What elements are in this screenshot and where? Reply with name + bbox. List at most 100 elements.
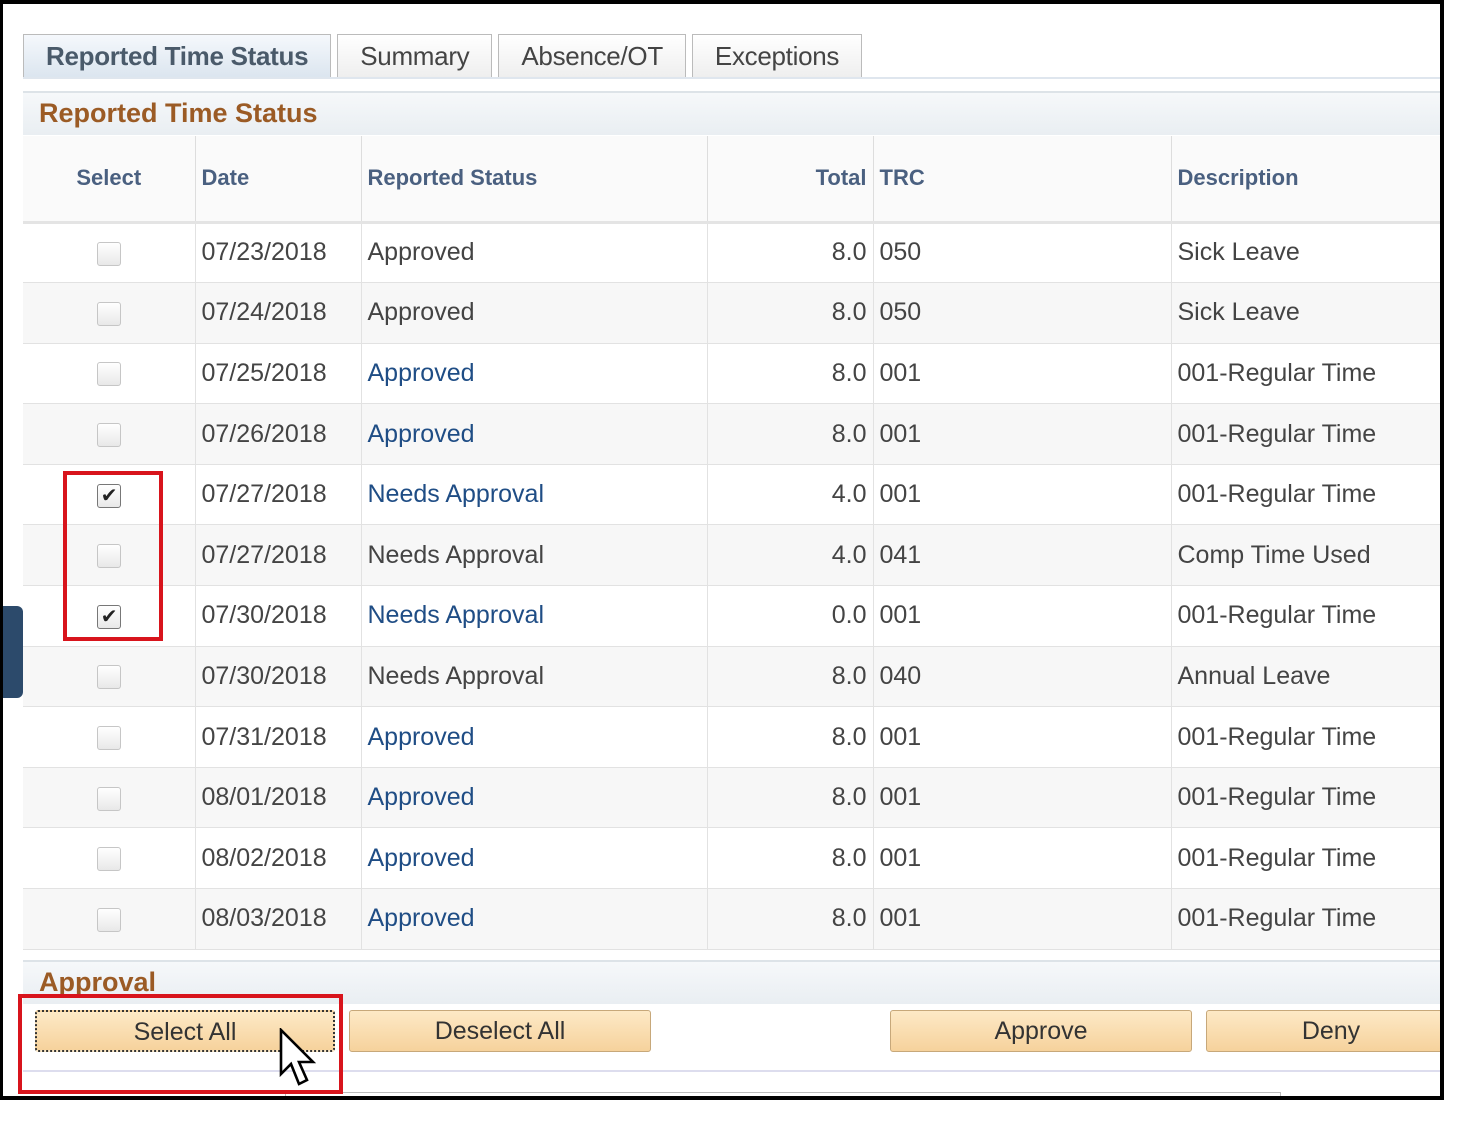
date-cell: 08/02/2018 [195,827,362,890]
description-cell: 001-Regular Time [1171,403,1440,465]
status-cell: Needs Approval [361,646,708,708]
select-cell [23,282,196,344]
select-checkbox[interactable] [96,241,121,266]
table-row: 07/26/2018 Approved 8.0 001 001-Regular … [23,403,1440,465]
column-header-trc: TRC [873,136,1172,224]
date-cell: 08/03/2018 [195,888,362,950]
description-cell: 001-Regular Time [1171,464,1440,526]
trc-cell: 001 [873,343,1172,405]
status-link[interactable]: Approved [361,767,708,829]
highlight-select-all [18,994,343,1094]
description-cell: Sick Leave [1171,222,1440,284]
select-cell [23,888,196,950]
table-row: 07/23/2018 Approved 8.0 050 Sick Leave [23,222,1440,284]
tab-exceptions[interactable]: Exceptions [691,34,863,78]
section-title: Reported Time Status [23,91,1440,135]
select-cell [23,767,196,829]
description-cell: Comp Time Used [1171,524,1440,587]
trc-cell: 001 [873,464,1172,526]
deny-button[interactable]: Deny [1206,1010,1440,1052]
status-cell: Approved [361,222,708,284]
status-link[interactable]: Approved [361,827,708,890]
select-cell [23,343,196,405]
select-checkbox[interactable] [96,907,121,932]
trc-cell: 041 [873,524,1172,587]
status-cell: Needs Approval [361,524,708,587]
total-cell: 8.0 [707,403,874,465]
total-cell: 8.0 [707,706,874,768]
status-link[interactable]: Approved [361,343,708,405]
description-cell: 001-Regular Time [1171,343,1440,405]
table-row: 08/02/2018 Approved 8.0 001 001-Regular … [23,827,1440,890]
column-header-date: Date [195,136,362,224]
select-cell [23,222,196,284]
status-link[interactable]: Approved [361,888,708,950]
status-link[interactable]: Approved [361,706,708,768]
total-cell: 8.0 [707,343,874,405]
date-cell: 07/27/2018 [195,464,362,526]
select-checkbox[interactable] [96,362,121,387]
description-cell: 001-Regular Time [1171,706,1440,768]
tab-reported-time-status[interactable]: Reported Time Status [23,34,332,78]
lower-panel [285,1092,1281,1096]
select-checkbox[interactable] [96,483,121,508]
tab-absence-ot[interactable]: Absence/OT [498,34,686,78]
select-checkbox[interactable] [96,544,121,569]
column-header-status: Reported Status [361,136,708,224]
select-checkbox[interactable] [96,847,121,872]
deselect-all-button[interactable]: Deselect All [349,1010,651,1052]
select-checkbox[interactable] [96,665,121,690]
table-row: 07/24/2018 Approved 8.0 050 Sick Leave [23,282,1440,344]
date-cell: 07/24/2018 [195,282,362,344]
date-cell: 07/30/2018 [195,646,362,708]
date-cell: 07/30/2018 [195,585,362,647]
select-cell [23,403,196,465]
column-header-total: Total [707,136,874,224]
select-checkbox[interactable] [96,725,121,750]
divider [23,1070,1440,1072]
table-row: 07/25/2018 Approved 8.0 001 001-Regular … [23,343,1440,405]
date-cell: 07/25/2018 [195,343,362,405]
date-cell: 07/23/2018 [195,222,362,284]
select-checkbox[interactable] [96,786,121,811]
trc-cell: 001 [873,403,1172,465]
select-checkbox[interactable] [96,422,121,447]
description-cell: 001-Regular Time [1171,888,1440,950]
trc-cell: 001 [873,888,1172,950]
approve-button[interactable]: Approve [890,1010,1192,1052]
total-cell: 8.0 [707,827,874,890]
select-cell [23,524,196,587]
select-cell [23,827,196,890]
total-cell: 0.0 [707,585,874,647]
column-header-select: Select [23,136,196,224]
select-checkbox[interactable] [96,301,121,326]
status-link[interactable]: Approved [361,403,708,465]
total-cell: 8.0 [707,282,874,344]
status-cell: Approved [361,282,708,344]
status-link[interactable]: Needs Approval [361,464,708,526]
total-cell: 8.0 [707,222,874,284]
date-cell: 08/01/2018 [195,767,362,829]
side-panel-handle[interactable] [3,606,23,698]
status-link[interactable]: Needs Approval [361,585,708,647]
tab-bar: Reported Time Status Summary Absence/OT … [23,34,868,78]
divider [23,77,1440,79]
total-cell: 4.0 [707,524,874,587]
date-cell: 07/27/2018 [195,524,362,587]
trc-cell: 001 [873,585,1172,647]
total-cell: 8.0 [707,767,874,829]
total-cell: 8.0 [707,646,874,708]
table-row: 08/03/2018 Approved 8.0 001 001-Regular … [23,888,1440,950]
select-cell [23,706,196,768]
total-cell: 8.0 [707,888,874,950]
app-window: Reported Time Status Summary Absence/OT … [0,0,1444,1100]
description-cell: Annual Leave [1171,646,1440,708]
total-cell: 4.0 [707,464,874,526]
select-checkbox[interactable] [96,604,121,629]
trc-cell: 001 [873,827,1172,890]
table-row: 08/01/2018 Approved 8.0 001 001-Regular … [23,767,1440,829]
tab-summary[interactable]: Summary [337,34,493,78]
date-cell: 07/26/2018 [195,403,362,465]
description-cell: 001-Regular Time [1171,585,1440,647]
trc-cell: 001 [873,767,1172,829]
